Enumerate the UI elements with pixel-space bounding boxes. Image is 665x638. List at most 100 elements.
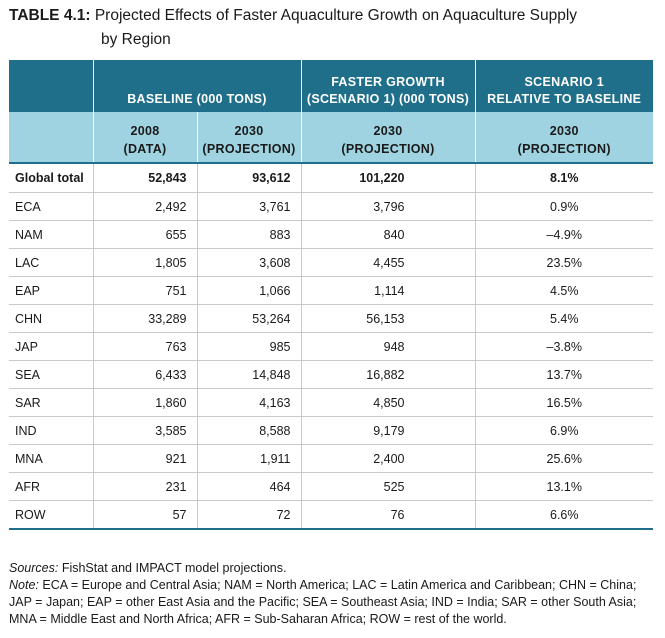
faster-growth-2030-cell: 76	[301, 500, 476, 530]
region-cell: LAC	[9, 248, 94, 277]
sub-header-2030-faster: 2030 (PROJECTION)	[301, 112, 476, 163]
relative-header-line2: RELATIVE TO BASELINE	[487, 92, 642, 106]
sub-header-blank	[9, 112, 94, 163]
table-notes: Sources: FishStat and IMPACT model proje…	[9, 560, 654, 628]
baseline-2008-cell: 921	[93, 444, 198, 473]
group-header-row: BASELINE (000 TONS) FASTER GROWTH (SCENA…	[9, 60, 653, 112]
sub-header-year: 2030	[549, 124, 579, 138]
sub-header-kind: (PROJECTION)	[202, 142, 296, 156]
relative-change-cell: 16.5%	[475, 388, 653, 417]
region-header-blank	[9, 60, 94, 112]
region-cell: CHN	[9, 304, 94, 333]
region-cell: Global total	[9, 163, 94, 193]
baseline-2008-cell: 2,492	[93, 192, 198, 221]
baseline-2030-cell: 985	[197, 332, 302, 361]
relative-change-cell: 6.6%	[475, 500, 653, 530]
faster-growth-header-line1: FASTER GROWTH	[331, 75, 445, 89]
baseline-2008-cell: 57	[93, 500, 198, 530]
baseline-2008-cell: 763	[93, 332, 198, 361]
relative-change-cell: 23.5%	[475, 248, 653, 277]
sources-note: Sources: FishStat and IMPACT model proje…	[9, 560, 654, 577]
title-line-1: TABLE 4.1: Projected Effects of Faster A…	[9, 4, 659, 28]
sub-header-kind: (PROJECTION)	[341, 142, 435, 156]
region-cell: IND	[9, 416, 94, 445]
baseline-2030-cell: 4,163	[197, 388, 302, 417]
baseline-2008-cell: 3,585	[93, 416, 198, 445]
baseline-2030-cell: 93,612	[197, 163, 302, 193]
faster-growth-2030-cell: 4,455	[301, 248, 476, 277]
table-row: NAM 655 883 840 –4.9%	[9, 220, 653, 249]
baseline-2008-cell: 1,860	[93, 388, 198, 417]
note-label: Note:	[9, 578, 39, 592]
region-cell: SAR	[9, 388, 94, 417]
sub-header-kind: (PROJECTION)	[517, 142, 611, 156]
relative-header-line1: SCENARIO 1	[524, 75, 604, 89]
faster-growth-2030-cell: 525	[301, 472, 476, 501]
sub-header-year: 2030	[373, 124, 403, 138]
region-cell: AFR	[9, 472, 94, 501]
note-text: ECA = Europe and Central Asia; NAM = Nor…	[9, 578, 637, 626]
table-row: LAC 1,805 3,608 4,455 23.5%	[9, 248, 653, 277]
region-cell: SEA	[9, 360, 94, 389]
region-cell: ECA	[9, 192, 94, 221]
table-row: ECA 2,492 3,761 3,796 0.9%	[9, 192, 653, 221]
sources-text: FishStat and IMPACT model projections.	[58, 561, 287, 575]
relative-change-cell: 8.1%	[475, 163, 653, 193]
sub-header-row: 2008 (DATA) 2030 (PROJECTION) 2030 (PROJ…	[9, 112, 653, 163]
region-cell: EAP	[9, 276, 94, 305]
title-line-2: by Region	[101, 31, 171, 48]
sources-label: Sources:	[9, 561, 59, 575]
relative-change-cell: 6.9%	[475, 416, 653, 445]
table-row: CHN 33,289 53,264 56,153 5.4%	[9, 304, 653, 333]
faster-growth-2030-cell: 840	[301, 220, 476, 249]
baseline-2008-cell: 751	[93, 276, 198, 305]
table-row-global-total: Global total 52,843 93,612 101,220 8.1%	[9, 163, 653, 193]
sub-header-year: 2030	[234, 124, 264, 138]
table-row: JAP 763 985 948 –3.8%	[9, 332, 653, 361]
region-cell: JAP	[9, 332, 94, 361]
table-row: IND 3,585 8,588 9,179 6.9%	[9, 416, 653, 445]
baseline-2030-cell: 883	[197, 220, 302, 249]
relative-change-cell: 13.1%	[475, 472, 653, 501]
sub-header-2030-relative: 2030 (PROJECTION)	[475, 112, 653, 163]
baseline-2030-cell: 72	[197, 500, 302, 530]
faster-growth-group-header: FASTER GROWTH (SCENARIO 1) (000 TONS)	[301, 60, 476, 112]
relative-change-cell: 0.9%	[475, 192, 653, 221]
baseline-2008-cell: 1,805	[93, 248, 198, 277]
table-row: ROW 57 72 76 6.6%	[9, 500, 653, 530]
faster-growth-2030-cell: 948	[301, 332, 476, 361]
baseline-2030-cell: 3,761	[197, 192, 302, 221]
relative-change-cell: 25.6%	[475, 444, 653, 473]
abbreviations-note: Note: ECA = Europe and Central Asia; NAM…	[9, 577, 654, 628]
sub-header-2008: 2008 (DATA)	[93, 112, 198, 163]
baseline-2030-cell: 464	[197, 472, 302, 501]
baseline-2030-cell: 3,608	[197, 248, 302, 277]
faster-growth-2030-cell: 2,400	[301, 444, 476, 473]
baseline-2030-cell: 53,264	[197, 304, 302, 333]
relative-change-cell: 4.5%	[475, 276, 653, 305]
faster-growth-2030-cell: 1,114	[301, 276, 476, 305]
faster-growth-2030-cell: 4,850	[301, 388, 476, 417]
relative-change-cell: 5.4%	[475, 304, 653, 333]
baseline-2030-cell: 8,588	[197, 416, 302, 445]
faster-growth-2030-cell: 16,882	[301, 360, 476, 389]
table-row: AFR 231 464 525 13.1%	[9, 472, 653, 501]
baseline-2008-cell: 33,289	[93, 304, 198, 333]
region-cell: MNA	[9, 444, 94, 473]
faster-growth-2030-cell: 9,179	[301, 416, 476, 445]
faster-growth-2030-cell: 56,153	[301, 304, 476, 333]
faster-growth-2030-cell: 101,220	[301, 163, 476, 193]
baseline-2008-cell: 655	[93, 220, 198, 249]
relative-change-cell: 13.7%	[475, 360, 653, 389]
region-cell: ROW	[9, 500, 94, 530]
sub-header-kind: (DATA)	[123, 142, 167, 156]
relative-change-cell: –3.8%	[475, 332, 653, 361]
sub-header-2030-baseline: 2030 (PROJECTION)	[197, 112, 302, 163]
faster-growth-2030-cell: 3,796	[301, 192, 476, 221]
table-row: EAP 751 1,066 1,114 4.5%	[9, 276, 653, 305]
baseline-2030-cell: 1,911	[197, 444, 302, 473]
baseline-2030-cell: 14,848	[197, 360, 302, 389]
aquaculture-supply-table: BASELINE (000 TONS) FASTER GROWTH (SCENA…	[9, 60, 653, 530]
faster-growth-header-line2: (SCENARIO 1) (000 TONS)	[306, 92, 470, 106]
table-row: SAR 1,860 4,163 4,850 16.5%	[9, 388, 653, 417]
